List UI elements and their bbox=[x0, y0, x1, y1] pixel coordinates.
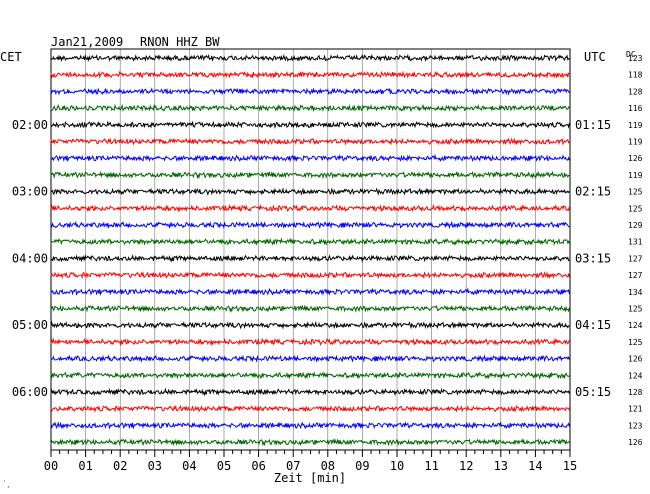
dc-value-column: 123 118 128 116 119 119 126 119 125 125 129 131 127 1… bbox=[628, 54, 643, 447]
trace-7 bbox=[50, 153, 570, 163]
x-tick-label: 14 bbox=[528, 459, 542, 473]
trace-16 bbox=[50, 304, 570, 313]
corner-mark: ´¸ bbox=[2, 480, 10, 488]
trace-2 bbox=[50, 70, 570, 79]
x-tick-label: 15 bbox=[563, 459, 577, 473]
trace-1 bbox=[50, 53, 570, 63]
x-tick-label: 02 bbox=[113, 459, 127, 473]
left-timezone-label: CET bbox=[0, 50, 22, 64]
trace-17 bbox=[50, 320, 570, 330]
left-time-label: 06:00 bbox=[12, 385, 48, 399]
left-time-label: 02:00 bbox=[12, 118, 48, 132]
x-tick-label: 03 bbox=[148, 459, 162, 473]
trace-18 bbox=[50, 337, 570, 347]
dc-value: 116 bbox=[628, 104, 643, 113]
trace-21 bbox=[50, 387, 570, 397]
dc-value: 125 bbox=[628, 305, 643, 314]
dc-header-label: DC bbox=[626, 50, 636, 59]
x-tick-label: 06 bbox=[251, 459, 265, 473]
x-tick-label: 13 bbox=[494, 459, 508, 473]
dc-value: 128 bbox=[628, 388, 643, 397]
trace-11 bbox=[50, 220, 570, 230]
right-time-label: 03:15 bbox=[575, 251, 611, 265]
x-axis: 00 01 02 03 04 05 06 07 08 09 10 11 12 13 14 15 bbox=[44, 450, 577, 473]
dc-value: 126 bbox=[628, 154, 643, 163]
trace-24 bbox=[50, 438, 570, 447]
right-timezone-label: UTC bbox=[584, 50, 606, 64]
trace-12 bbox=[50, 237, 570, 247]
dc-value: 119 bbox=[628, 138, 643, 147]
dc-value: 127 bbox=[628, 271, 643, 280]
x-tick-label: 11 bbox=[424, 459, 438, 473]
dc-value: 124 bbox=[628, 371, 643, 380]
left-time-label: 04:00 bbox=[12, 251, 48, 265]
trace-20 bbox=[50, 371, 570, 380]
right-time-label: 02:15 bbox=[575, 185, 611, 199]
x-tick-label: 07 bbox=[286, 459, 300, 473]
x-tick-label: 01 bbox=[78, 459, 92, 473]
dc-value: 126 bbox=[628, 355, 643, 364]
right-time-axis: 01:15 02:15 03:15 04:15 05:15 bbox=[575, 118, 611, 399]
x-tick-label: 09 bbox=[355, 459, 369, 473]
x-axis-label: Zeit [min] bbox=[274, 471, 346, 485]
right-time-label: 05:15 bbox=[575, 385, 611, 399]
trace-6 bbox=[50, 137, 570, 146]
left-time-label: 03:00 bbox=[12, 185, 48, 199]
trace-19 bbox=[50, 354, 570, 363]
trace-22 bbox=[50, 404, 570, 413]
x-tick-label: 08 bbox=[321, 459, 335, 473]
dc-value: 126 bbox=[628, 438, 643, 447]
dc-value: 127 bbox=[628, 254, 643, 263]
dc-value: 119 bbox=[628, 121, 643, 130]
trace-8 bbox=[50, 170, 570, 180]
trace-15 bbox=[50, 287, 570, 296]
right-time-label: 04:15 bbox=[575, 318, 611, 332]
trace-23 bbox=[50, 420, 570, 430]
x-tick-label: 05 bbox=[217, 459, 231, 473]
dc-value: 118 bbox=[628, 71, 643, 80]
dc-value: 121 bbox=[628, 405, 643, 414]
trace-14 bbox=[50, 271, 570, 280]
x-tick-label: 12 bbox=[459, 459, 473, 473]
dc-value: 123 bbox=[628, 421, 643, 430]
trace-4 bbox=[50, 103, 570, 113]
dc-value: 131 bbox=[628, 238, 643, 247]
chart-date: Jan21,2009 bbox=[51, 35, 123, 49]
trace-10 bbox=[50, 203, 570, 213]
dc-value: 129 bbox=[628, 221, 643, 230]
seismic-traces bbox=[50, 53, 570, 447]
x-tick-label: 00 bbox=[44, 459, 58, 473]
left-time-axis: 02:00 03:00 04:00 05:00 06:00 bbox=[12, 118, 48, 399]
minute-grid bbox=[85, 49, 536, 450]
right-time-label: 01:15 bbox=[575, 118, 611, 132]
trace-3 bbox=[50, 87, 570, 96]
dc-value: 128 bbox=[628, 87, 643, 96]
left-time-label: 05:00 bbox=[12, 318, 48, 332]
chart-station: RNON HHZ BW bbox=[140, 35, 220, 49]
dc-value: 125 bbox=[628, 338, 643, 347]
x-tick-label: 04 bbox=[182, 459, 196, 473]
dc-value: 125 bbox=[628, 204, 643, 213]
trace-13 bbox=[50, 254, 570, 263]
dc-value: 119 bbox=[628, 171, 643, 180]
dc-value: 124 bbox=[628, 321, 643, 330]
trace-5 bbox=[50, 120, 570, 130]
trace-9 bbox=[50, 187, 570, 196]
x-tick-label: 10 bbox=[390, 459, 404, 473]
dc-value: 134 bbox=[628, 288, 643, 297]
dc-value: 123 bbox=[628, 54, 643, 63]
dc-value: 125 bbox=[628, 188, 643, 197]
